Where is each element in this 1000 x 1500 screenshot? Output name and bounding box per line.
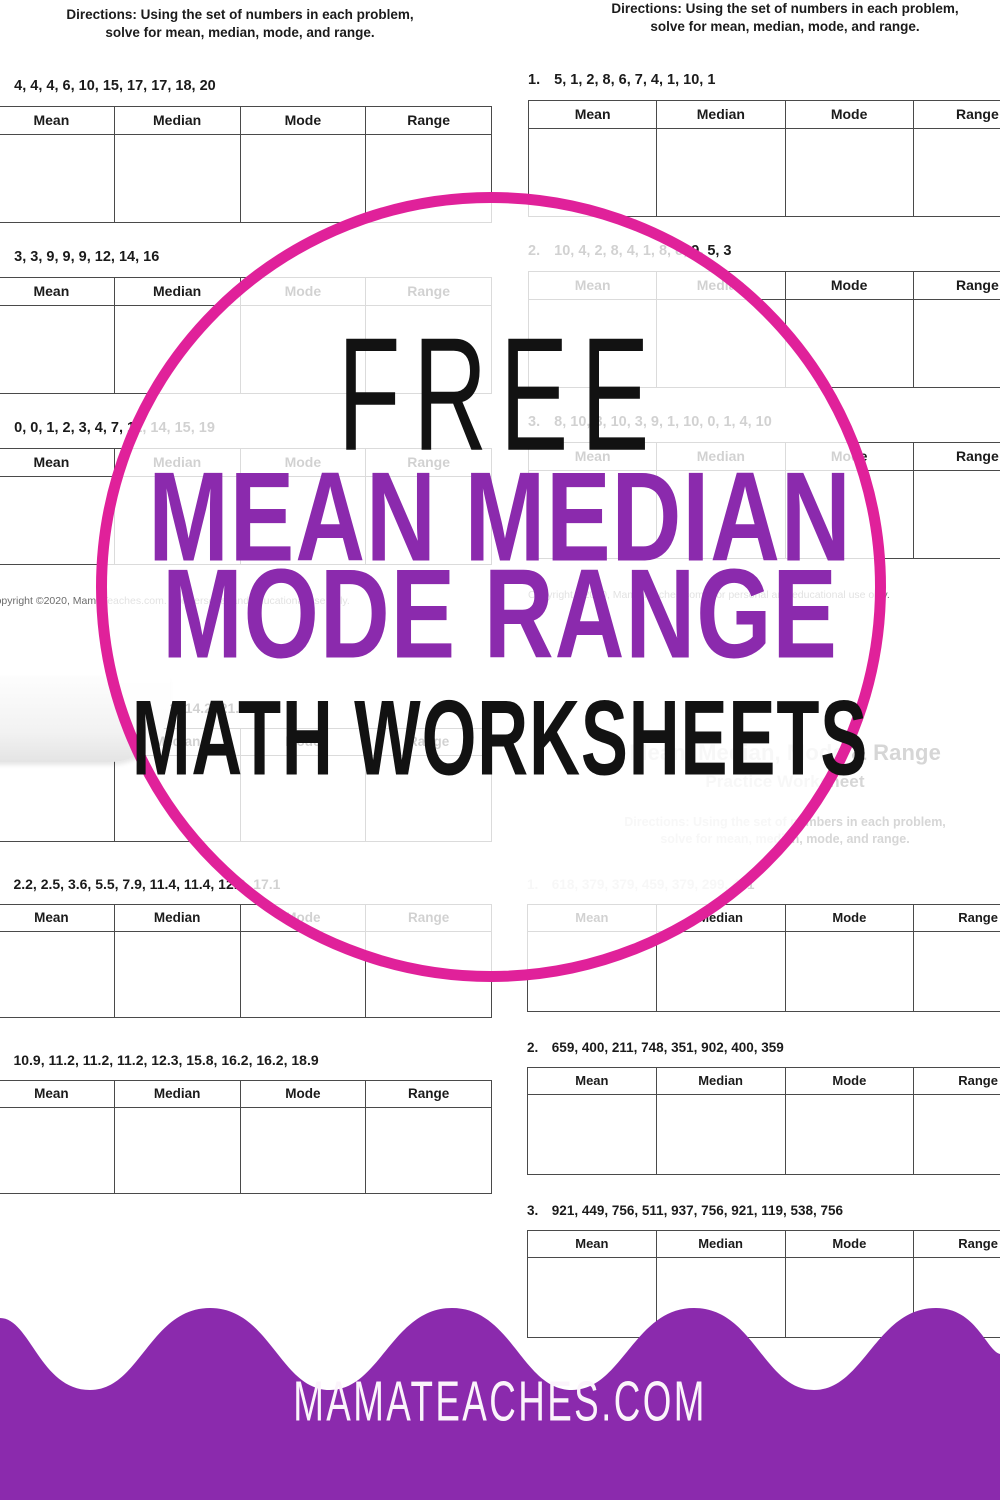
column-header-mean: Mean — [0, 105, 115, 135]
worksheet-directions: Directions: Using the set of numbers in … — [0, 6, 520, 42]
column-header-range: Range — [912, 270, 1000, 300]
answer-cell-mean[interactable] — [0, 133, 115, 223]
column-header-median: Median — [113, 276, 241, 306]
answer-cell-mode[interactable] — [784, 1094, 915, 1175]
answer-table: Mean Median Mode Range — [0, 1080, 492, 1194]
directions-line-2: solve for mean, median, mode, and range. — [650, 18, 920, 34]
problem-values: 10.9, 11.2, 11.2, 11.2, 12.3, 15.8, 16.2… — [13, 1052, 319, 1068]
problem-values: 5, 1, 2, 8, 6, 7, 4, 1, 10, 1 — [554, 71, 716, 88]
table-header-row: Mean Median Mode Range — [527, 1230, 1000, 1258]
column-header-mean: Mean — [527, 1067, 657, 1095]
column-header-mean: Mean — [0, 447, 115, 477]
answer-cell-median[interactable] — [655, 1094, 786, 1175]
table-answer-row[interactable] — [527, 1094, 1000, 1175]
column-header-range: Range — [912, 441, 1000, 471]
answer-table: Mean Median Mode Range — [527, 99, 1000, 217]
problem-values: 3, 3, 9, 9, 9, 12, 14, 16 — [14, 248, 160, 265]
column-header-median: Median — [656, 99, 786, 129]
table-header-row: Mean Median Mode Range — [0, 105, 492, 135]
directions-line-2: solve for mean, median, mode, and range. — [105, 24, 375, 40]
column-header-mean: Mean — [527, 99, 658, 129]
answer-cell-range[interactable] — [913, 1094, 1000, 1175]
scallop-shape — [0, 1308, 1000, 1500]
answer-cell-range[interactable] — [912, 127, 1000, 217]
table-header-row: Mean Median Mode Range — [527, 1067, 1000, 1095]
column-header-mean: Mean — [0, 904, 115, 932]
answer-cell-median[interactable] — [656, 127, 786, 217]
answer-cell-mean[interactable] — [0, 931, 115, 1018]
column-header-range: Range — [365, 1080, 492, 1108]
worksheet-directions: Directions: Using the set of numbers in … — [500, 0, 1000, 36]
answer-cell-range[interactable] — [912, 298, 1000, 388]
problem-number: 2. — [527, 1040, 539, 1055]
answer-cell-mode[interactable] — [239, 1107, 367, 1194]
problem-label: 6. 10.9, 11.2, 11.2, 11.2, 12.3, 15.8, 1… — [0, 1052, 492, 1068]
column-header-median: Median — [655, 1067, 786, 1095]
problem-values: 659, 400, 211, 748, 351, 902, 400, 359 — [551, 1040, 784, 1055]
answer-cell-mean[interactable] — [0, 304, 115, 394]
table-answer-row[interactable] — [527, 127, 1000, 217]
answer-cell-median[interactable] — [113, 1107, 241, 1194]
column-header-range: Range — [913, 904, 1000, 932]
answer-cell-mean[interactable] — [0, 475, 115, 565]
column-header-mean: Mean — [527, 1230, 657, 1258]
column-header-range: Range — [913, 1067, 1000, 1095]
answer-cell-mean[interactable] — [0, 755, 115, 842]
problem-number: 3. — [527, 1203, 539, 1218]
column-header-mode: Mode — [784, 1230, 915, 1258]
column-header-median: Median — [113, 904, 241, 932]
answer-cell-mean[interactable] — [527, 1094, 657, 1175]
column-header-mode: Mode — [784, 904, 915, 932]
column-header-range: Range — [365, 105, 492, 135]
problem-label: 2. 659, 400, 211, 748, 351, 902, 400, 35… — [527, 1040, 1000, 1055]
column-header-mode: Mode — [784, 1067, 915, 1095]
answer-cell-mode[interactable] — [784, 931, 915, 1012]
answer-cell-mode[interactable] — [239, 133, 367, 223]
column-header-mode: Mode — [784, 270, 914, 300]
directions-line-1: Directions: Using the set of numbers in … — [611, 1, 959, 16]
column-header-mode: Mode — [239, 105, 367, 135]
column-header-mean: Mean — [0, 276, 115, 306]
table-answer-row[interactable] — [0, 1107, 492, 1194]
problem-number: 1. — [528, 71, 541, 88]
answer-cell-median[interactable] — [655, 931, 786, 1012]
site-url-text: MAMATEACHES.COM — [293, 1369, 707, 1433]
site-banner: MAMATEACHES.COM — [0, 1290, 1000, 1500]
column-header-mean: Mean — [0, 1080, 115, 1108]
table-header-row: Mean Median Mode Range — [527, 99, 1000, 129]
problem-values: 4, 4, 4, 6, 10, 15, 17, 17, 18, 20 — [14, 77, 216, 94]
column-header-range: Range — [912, 99, 1000, 129]
answer-cell-range[interactable] — [912, 469, 1000, 559]
column-header-mode: Mode — [784, 99, 914, 129]
problem-label: 5. 2.2, 2.5, 3.6, 5.5, 7.9, 11.4, 11.4, … — [0, 876, 492, 892]
answer-cell-range[interactable] — [913, 931, 1000, 1012]
problem-label: 2. 3, 3, 9, 9, 9, 12, 14, 16 — [0, 249, 492, 265]
answer-cell-mode[interactable] — [784, 127, 914, 217]
problem-label: 1. 4, 4, 4, 6, 10, 15, 17, 17, 18, 20 — [0, 78, 492, 94]
pink-circle-frame — [96, 192, 886, 982]
answer-table: Mean Median Mode Range — [527, 1067, 1000, 1175]
problem-label: 1. 5, 1, 2, 8, 6, 7, 4, 1, 10, 1 — [528, 72, 1000, 88]
column-header-median: Median — [655, 1230, 786, 1258]
table-header-row: Mean Median Mode Range — [0, 1080, 492, 1108]
table-answer-row[interactable] — [527, 1257, 1000, 1338]
column-header-mode: Mode — [239, 1080, 367, 1108]
column-header-median: Median — [113, 1080, 241, 1108]
answer-cell-mean[interactable] — [527, 1257, 657, 1338]
answer-table: Mean Median Mode Range — [527, 1230, 1000, 1338]
answer-cell-mean[interactable] — [0, 1107, 115, 1194]
problem-values: 921, 449, 756, 511, 937, 756, 921, 119, … — [551, 1203, 844, 1218]
answer-cell-range[interactable] — [365, 1107, 492, 1194]
answer-cell-median[interactable] — [113, 931, 241, 1018]
column-header-range: Range — [913, 1230, 1000, 1258]
problem-values: 2.2, 2.5, 3.6, 5.5, 7.9, 11.4, 11.4, 12.… — [13, 876, 281, 892]
directions-line-1: Directions: Using the set of numbers in … — [66, 7, 414, 22]
answer-cell-median[interactable] — [113, 133, 241, 223]
column-header-median: Median — [113, 105, 241, 135]
problem-label: 3. 921, 449, 756, 511, 937, 756, 921, 11… — [527, 1203, 1000, 1218]
